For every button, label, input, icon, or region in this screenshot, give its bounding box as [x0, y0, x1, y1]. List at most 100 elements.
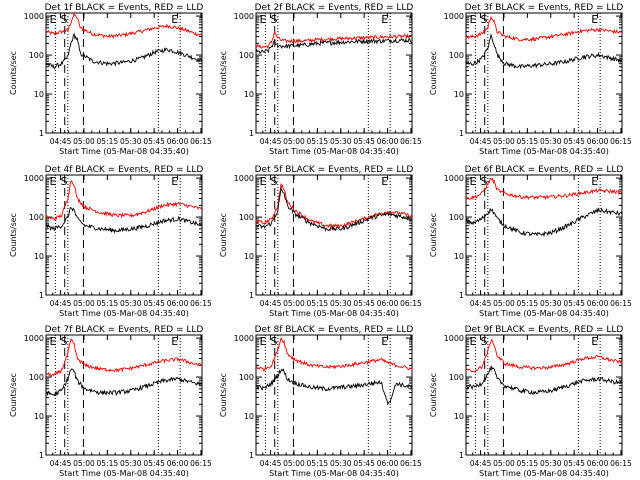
y-tick-label: 100 [29, 51, 44, 60]
marker-label: E [50, 13, 57, 26]
y-tick-label: 10 [244, 252, 254, 261]
x-tick-label: 05:15 [97, 137, 119, 146]
series-lld-line [255, 183, 413, 229]
x-tick-label: 06:15 [610, 459, 632, 468]
x-tick-label: 06:15 [400, 137, 422, 146]
series-lld-line [45, 180, 203, 221]
y-tick-label: 10 [34, 252, 44, 261]
x-tick-label: 05:15 [97, 299, 119, 308]
marker-label: S [480, 335, 487, 348]
x-tick-label: 04:45 [50, 137, 72, 146]
panel-title: Det 5f BLACK = Events, RED = LLD [255, 165, 414, 175]
marker-label: E [591, 13, 598, 26]
series-lld-line [255, 337, 413, 372]
x-tick-label: 05:30 [330, 299, 352, 308]
marker-label: S [480, 13, 487, 26]
x-tick-label: 05:30 [540, 137, 562, 146]
y-tick-label: 1000 [444, 174, 464, 183]
x-tick-label: 05:00 [283, 137, 305, 146]
x-tick-label: 05:45 [353, 459, 375, 468]
x-tick-label: 06:00 [587, 137, 609, 146]
y-tick-label: 1000 [234, 12, 254, 21]
plot-frame [465, 334, 623, 456]
x-tick-label: 05:30 [120, 137, 142, 146]
y-tick-label: 100 [239, 51, 254, 60]
marker-label: E [470, 13, 477, 26]
x-axis-label: Start Time (05-Mar-08 04:35:40) [479, 147, 609, 156]
plot-frame [45, 334, 203, 456]
x-tick-label: 06:15 [190, 137, 212, 146]
y-axis-label: Counts/sec [219, 51, 228, 95]
x-tick-label: 04:45 [50, 299, 72, 308]
x-tick-label: 06:00 [377, 137, 399, 146]
x-tick-label: 05:30 [120, 299, 142, 308]
marker-label: S [270, 335, 277, 348]
marker-label: E [260, 335, 267, 348]
x-tick-label: 05:15 [517, 459, 539, 468]
y-axis-label: Counts/sec [429, 373, 438, 417]
x-tick-label: 05:15 [517, 299, 539, 308]
y-tick-label: 1 [39, 291, 44, 300]
x-tick-label: 04:45 [470, 137, 492, 146]
y-tick-label: 1000 [444, 334, 464, 343]
x-tick-label: 05:45 [563, 137, 585, 146]
x-axis-label: Start Time (05-Mar-08 04:35:40) [59, 469, 189, 478]
plot-frame [465, 174, 623, 296]
x-tick-label: 06:00 [377, 299, 399, 308]
marker-label: S [60, 13, 67, 26]
marker-label: E [381, 13, 388, 26]
x-axis-label: Start Time (05-Mar-08 04:35:40) [59, 309, 189, 318]
x-tick-label: 05:00 [73, 137, 95, 146]
y-tick-label: 100 [29, 213, 44, 222]
series-lld-line [465, 177, 623, 201]
marker-label: E [381, 335, 388, 348]
plot-frame [255, 334, 413, 456]
y-tick-label: 100 [239, 213, 254, 222]
x-tick-label: 05:45 [563, 459, 585, 468]
x-tick-label: 04:45 [260, 459, 282, 468]
plot-frame [255, 12, 413, 134]
x-tick-label: 05:30 [540, 299, 562, 308]
y-tick-label: 1000 [444, 12, 464, 21]
panel-title: Det 7f BLACK = Events, RED = LLD [45, 325, 204, 335]
marker-label: E [50, 335, 57, 348]
series-events-line [465, 365, 623, 395]
x-tick-label: 05:00 [73, 459, 95, 468]
marker-label: E [171, 13, 178, 26]
series-events-line [255, 368, 413, 406]
panel-title: Det 1f BLACK = Events, RED = LLD [45, 3, 204, 13]
series-lld-line [45, 11, 203, 39]
y-tick-label: 100 [449, 51, 464, 60]
x-axis-label: Start Time (05-Mar-08 04:35:40) [59, 147, 189, 156]
marker-label: S [480, 175, 487, 188]
panel-title: Det 3f BLACK = Events, RED = LLD [465, 3, 624, 13]
marker-label: S [60, 335, 67, 348]
y-tick-label: 1 [249, 451, 254, 460]
y-tick-label: 1000 [24, 174, 44, 183]
y-tick-label: 100 [449, 213, 464, 222]
x-axis-label: Start Time (05-Mar-08 04:35:40) [269, 309, 399, 318]
x-tick-label: 06:00 [167, 459, 189, 468]
y-tick-label: 10 [454, 412, 464, 421]
y-axis-label: Counts/sec [219, 213, 228, 257]
y-tick-label: 100 [239, 373, 254, 382]
y-tick-label: 1000 [24, 334, 44, 343]
series-events-line [255, 37, 413, 55]
y-tick-label: 1 [249, 291, 254, 300]
y-tick-label: 100 [29, 373, 44, 382]
y-axis-label: Counts/sec [429, 213, 438, 257]
x-tick-label: 05:30 [540, 459, 562, 468]
x-tick-label: 05:45 [143, 299, 165, 308]
plot-frame [465, 12, 623, 134]
x-tick-label: 05:45 [143, 137, 165, 146]
y-tick-label: 1 [249, 129, 254, 138]
x-tick-label: 05:00 [493, 459, 515, 468]
x-tick-label: 05:15 [97, 459, 119, 468]
panel-title: Det 2f BLACK = Events, RED = LLD [255, 3, 414, 13]
x-tick-label: 05:45 [353, 299, 375, 308]
x-tick-label: 05:00 [493, 137, 515, 146]
